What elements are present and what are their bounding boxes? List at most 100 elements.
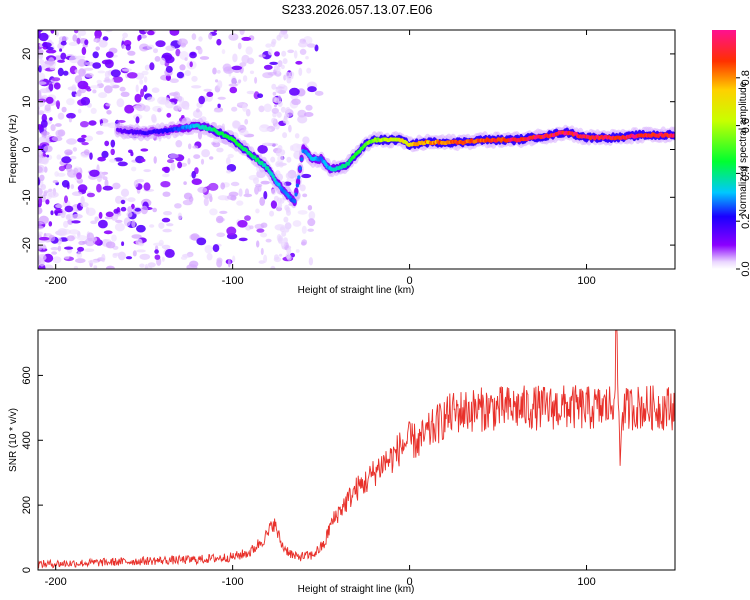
spectrogram-noise-blob xyxy=(85,61,95,66)
spectrogram-noise-blob xyxy=(96,183,102,193)
spectrogram-noise-blob xyxy=(191,75,198,82)
spectrogram-noise-blob xyxy=(38,197,43,206)
spectrogram-noise-blob xyxy=(249,70,255,75)
spectrogram-noise-blob xyxy=(126,211,133,218)
spectrogram-noise-blob xyxy=(105,211,114,218)
spectrogram-noise-blob xyxy=(297,109,307,118)
spectrogram-noise-blob xyxy=(284,226,290,233)
spectrogram-noise-blob xyxy=(280,149,286,156)
spectrogram-noise-blob xyxy=(278,253,283,257)
spectrogram-noise-blob xyxy=(154,56,161,62)
spectrogram-noise-blob xyxy=(105,30,113,33)
spectrogram-noise-blob xyxy=(278,31,284,38)
spectrogram-noise-blob xyxy=(75,258,86,264)
spectrogram-noise-blob xyxy=(301,239,308,246)
spectrogram-noise-blob xyxy=(92,62,102,69)
spectrogram-noise-blob xyxy=(255,208,260,214)
spectrogram-noise-blob xyxy=(56,154,62,160)
spectrogram-noise-blob xyxy=(279,226,285,233)
spectrogram-xtick-label: 0 xyxy=(407,275,413,287)
spectrogram-noise-blob xyxy=(230,181,240,187)
spectrogram-noise-blob xyxy=(112,76,123,83)
spectrogram-noise-blob xyxy=(191,33,197,40)
spectrogram-noise-blob xyxy=(40,131,50,136)
spectrogram-noise-blob xyxy=(45,138,50,143)
spectrogram-noise-blob xyxy=(297,115,308,124)
spectrogram-noise-blob xyxy=(89,85,100,89)
spectrogram-noise-blob xyxy=(106,110,112,115)
spectrogram-noise-blob xyxy=(265,128,272,132)
spectrogram-noise-blob xyxy=(177,161,183,169)
spectrogram-noise-blob xyxy=(263,191,268,200)
spectrogram-noise-blob xyxy=(55,204,64,208)
spectrogram-noise-blob xyxy=(299,184,306,192)
spectrogram-noise-blob xyxy=(141,34,147,39)
spectrogram-noise-blob xyxy=(169,30,180,36)
spectrogram-noise-blob xyxy=(199,56,210,60)
spectrogram-noise-blob xyxy=(74,30,79,34)
spectrogram-noise-blob xyxy=(50,30,55,34)
spectrogram-noise-blob xyxy=(301,225,307,234)
spectrogram-noise-blob xyxy=(143,85,148,92)
spectrogram-noise-blob xyxy=(228,191,239,197)
spectrogram-noise-blob xyxy=(197,47,203,55)
spectrogram-noise-blob xyxy=(306,67,312,74)
spectrogram-noise-blob xyxy=(51,136,63,142)
spectrogram-noise-blob xyxy=(89,169,100,177)
spectrogram-noise-blob xyxy=(209,208,218,216)
spectrogram-noise-blob xyxy=(143,169,151,173)
spectrogram-noise-blob xyxy=(38,145,43,151)
spectrogram-noise-blob xyxy=(50,247,59,251)
spectrogram-noise-blob xyxy=(127,72,138,79)
spectrogram-noise-blob xyxy=(131,219,136,228)
spectrogram-noise-blob xyxy=(135,116,140,124)
spectrogram-noise-blob xyxy=(73,265,78,269)
spectrogram-noise-blob xyxy=(66,138,77,145)
snr-marks xyxy=(38,330,675,569)
spectrogram-noise-blob xyxy=(241,54,250,64)
spectrogram-noise-blob xyxy=(188,143,192,150)
spectrogram-noise-blob xyxy=(57,59,65,63)
spectrogram-noise-blob xyxy=(45,96,54,104)
spectrogram-noise-blob xyxy=(66,112,76,119)
spectrogram-noise-blob xyxy=(283,33,289,40)
spectrogram-noise-blob xyxy=(305,104,313,111)
spectrogram-noise-blob xyxy=(169,98,178,103)
spectrogram-noise-blob xyxy=(106,265,115,269)
spectrogram-noise-blob xyxy=(259,196,266,206)
spectrogram-noise-blob xyxy=(92,237,98,242)
spectrogram-noise-blob xyxy=(68,229,80,235)
spectrogram-noise-blob xyxy=(118,196,128,202)
spectrogram-noise-blob xyxy=(227,258,231,268)
spectrogram-noise-blob xyxy=(215,79,219,83)
spectrogram-noise-blob xyxy=(271,107,279,114)
spectrogram-noise-blob xyxy=(183,181,187,186)
spectrogram-noise-blob xyxy=(281,50,287,57)
spectrogram-noise-blob xyxy=(286,247,292,254)
spectrogram-noise-blob xyxy=(276,111,282,118)
spectrogram-noise-blob xyxy=(38,65,42,73)
spectrogram-noise-blob xyxy=(274,104,277,108)
spectrogram-noise-blob xyxy=(216,257,223,264)
spectrogram-noise-blob xyxy=(69,155,77,160)
spectrogram-noise-blob xyxy=(270,200,277,209)
spectrogram-noise-blob xyxy=(38,231,43,236)
snr-xtick-label: 100 xyxy=(577,576,595,588)
spectrogram-noise-blob xyxy=(298,41,308,48)
spectrogram-noise-blob xyxy=(38,166,43,173)
spectrogram-noise-blob xyxy=(175,48,181,57)
spectrogram-noise-blob xyxy=(226,226,237,236)
spectrogram-noise-blob xyxy=(267,48,273,56)
spectrogram-noise-blob xyxy=(103,85,113,94)
spectrogram-noise-blob xyxy=(196,237,207,246)
spectrogram-noise-blob xyxy=(178,38,182,45)
spectrogram-noise-blob xyxy=(94,216,99,222)
spectrogram-noise-blob xyxy=(179,64,186,71)
spectrogram-noise-blob xyxy=(144,263,149,269)
spectrogram-noise-blob xyxy=(257,144,268,154)
spectrogram-noise-blob xyxy=(84,72,94,78)
spectrogram-noise-blob xyxy=(181,115,185,119)
spectrogram-noise-blob xyxy=(143,182,151,191)
spectrogram-noise-blob xyxy=(52,256,62,264)
spectrogram-noise-blob xyxy=(81,46,87,56)
